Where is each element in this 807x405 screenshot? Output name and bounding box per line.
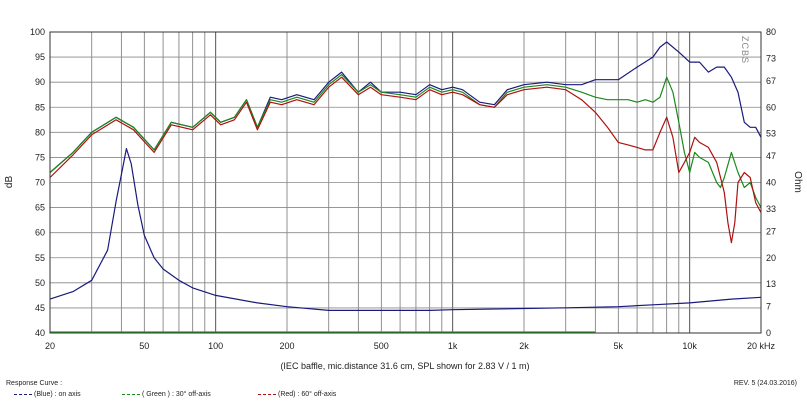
y-left-tick-label: 50 bbox=[35, 278, 45, 288]
legend-item-red: (Red) : 60° off-axis bbox=[258, 391, 336, 398]
revision-label: REV. 5 (24.03.2016) bbox=[733, 380, 797, 387]
series-line-2 bbox=[49, 76, 762, 244]
x-tick-label: 2k bbox=[519, 341, 529, 351]
legend-label-blue: (Blue) : on axis bbox=[34, 391, 81, 398]
y-right-tick-label: 47 bbox=[766, 151, 776, 161]
x-tick-label: 5k bbox=[614, 341, 624, 351]
watermark: ZCBS bbox=[740, 36, 750, 64]
series-group bbox=[49, 41, 762, 333]
y-right-tick-label: 40 bbox=[766, 178, 776, 188]
y-right-tick-label: 53 bbox=[766, 129, 776, 139]
y-right-tick-label: 0 bbox=[766, 328, 771, 338]
y-right-tick-labels: 0 7 13 20 27 33 40 47 53 60 67 73 80 bbox=[766, 27, 776, 338]
y-left-tick-label: 75 bbox=[35, 152, 45, 162]
x-tick-label: 20 kHz bbox=[747, 341, 776, 351]
x-tick-label: 100 bbox=[208, 341, 223, 351]
x-tick-label: 20 bbox=[45, 341, 55, 351]
chart-caption: (IEC baffle, mic.distance 31.6 cm, SPL s… bbox=[280, 361, 529, 371]
y-left-tick-label: 85 bbox=[35, 102, 45, 112]
legend-item-green: ( Green ) : 30° off-axis bbox=[122, 391, 211, 398]
x-tick-label: 50 bbox=[139, 341, 149, 351]
x-tick-label: 10k bbox=[682, 341, 697, 351]
y-right-tick-label: 60 bbox=[766, 102, 776, 112]
y-right-tick-label: 20 bbox=[766, 253, 776, 263]
y-left-tick-label: 65 bbox=[35, 203, 45, 213]
y-left-tick-label: 45 bbox=[35, 303, 45, 313]
y-right-tick-label: 13 bbox=[766, 279, 776, 289]
y-left-tick-label: 100 bbox=[30, 27, 45, 37]
legend-label-green: ( Green ) : 30° off-axis bbox=[142, 391, 211, 398]
y-left-tick-label: 55 bbox=[35, 253, 45, 263]
y-right-tick-label: 67 bbox=[766, 76, 776, 86]
x-tick-label: 500 bbox=[374, 341, 389, 351]
y-right-tick-label: 27 bbox=[766, 226, 776, 236]
series-line-3 bbox=[49, 148, 762, 311]
plot-frame bbox=[49, 31, 762, 334]
response-curve-label: Response Curve : bbox=[6, 380, 63, 387]
x-tick-labels: 20 50 100 200 500 1k 2k 5k 10k 20 kHz bbox=[45, 341, 776, 351]
y-right-tick-label: 73 bbox=[766, 53, 776, 63]
grid bbox=[49, 31, 762, 334]
x-tick-label: 1k bbox=[448, 341, 458, 351]
y-left-tick-label: 60 bbox=[35, 228, 45, 238]
x-tick-label: 200 bbox=[279, 341, 294, 351]
y-left-tick-label: 90 bbox=[35, 77, 45, 87]
y-right-tick-label: 80 bbox=[766, 27, 776, 37]
legend-line-blue bbox=[14, 394, 32, 395]
y-left-tick-label: 95 bbox=[35, 52, 45, 62]
y-right-tick-label: 33 bbox=[766, 204, 776, 214]
series-line-1 bbox=[49, 73, 762, 208]
legend-label-red: (Red) : 60° off-axis bbox=[278, 391, 337, 398]
legend-line-green bbox=[122, 394, 140, 395]
y-right-axis-label: Ohm bbox=[792, 171, 803, 193]
legend-item-blue: (Blue) : on axis bbox=[14, 391, 81, 398]
y-left-axis-label: dB bbox=[4, 176, 15, 189]
y-left-tick-label: 70 bbox=[35, 178, 45, 188]
y-left-tick-label: 40 bbox=[35, 328, 45, 338]
y-left-tick-label: 80 bbox=[35, 127, 45, 137]
y-right-tick-label: 7 bbox=[766, 302, 771, 312]
y-left-tick-labels: 40 45 50 55 60 65 70 75 80 85 90 95 100 bbox=[30, 27, 45, 338]
legend-line-red bbox=[258, 394, 276, 395]
